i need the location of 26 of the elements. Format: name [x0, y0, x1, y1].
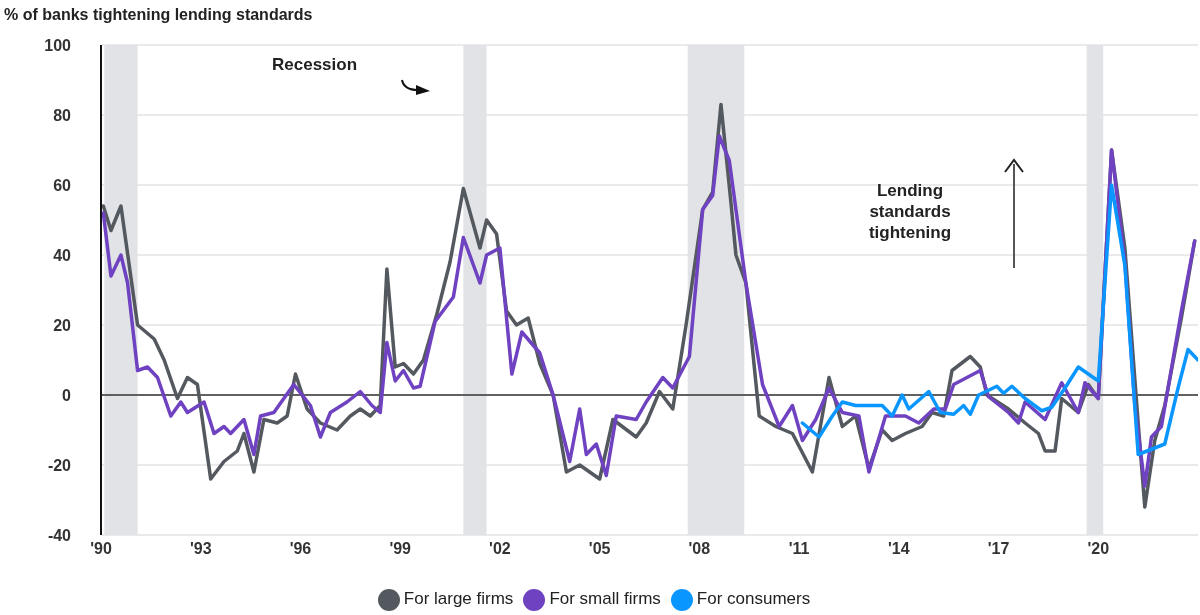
x-tick-label: '05 [588, 540, 611, 558]
y-axis-title: % of banks tightening lending standards [4, 6, 313, 24]
x-tick-label: '14 [888, 540, 910, 558]
y-tick-label: -20 [47, 456, 72, 474]
x-tick-label: '99 [389, 540, 412, 558]
legend-label: For large firms [403, 589, 514, 609]
y-tick-label: -40 [47, 526, 72, 544]
x-tick-label: '11 [788, 540, 810, 558]
x-tick-label: '96 [289, 540, 312, 558]
x-tick-label: '20 [1087, 540, 1110, 558]
y-tick-label: 100 [44, 36, 72, 54]
x-tick-label: '93 [189, 540, 212, 558]
legend-label: For consumers [696, 589, 811, 609]
annotation: Recession [272, 54, 359, 75]
y-tick-label: 80 [53, 106, 72, 124]
y-tick-label: 60 [53, 176, 72, 194]
y-tick-label: 20 [53, 316, 72, 334]
annotation: Lending standards tightening [867, 180, 953, 243]
y-tick-label: 0 [62, 386, 72, 404]
x-tick-label: '17 [987, 540, 1010, 558]
line-series [800, 183, 1198, 457]
y-tick-label: 40 [53, 246, 72, 264]
x-tick-label: '08 [688, 540, 711, 558]
legend-label: For small firms [549, 589, 661, 609]
x-tick-label: '90 [90, 540, 112, 558]
x-tick-label: '02 [489, 540, 511, 558]
